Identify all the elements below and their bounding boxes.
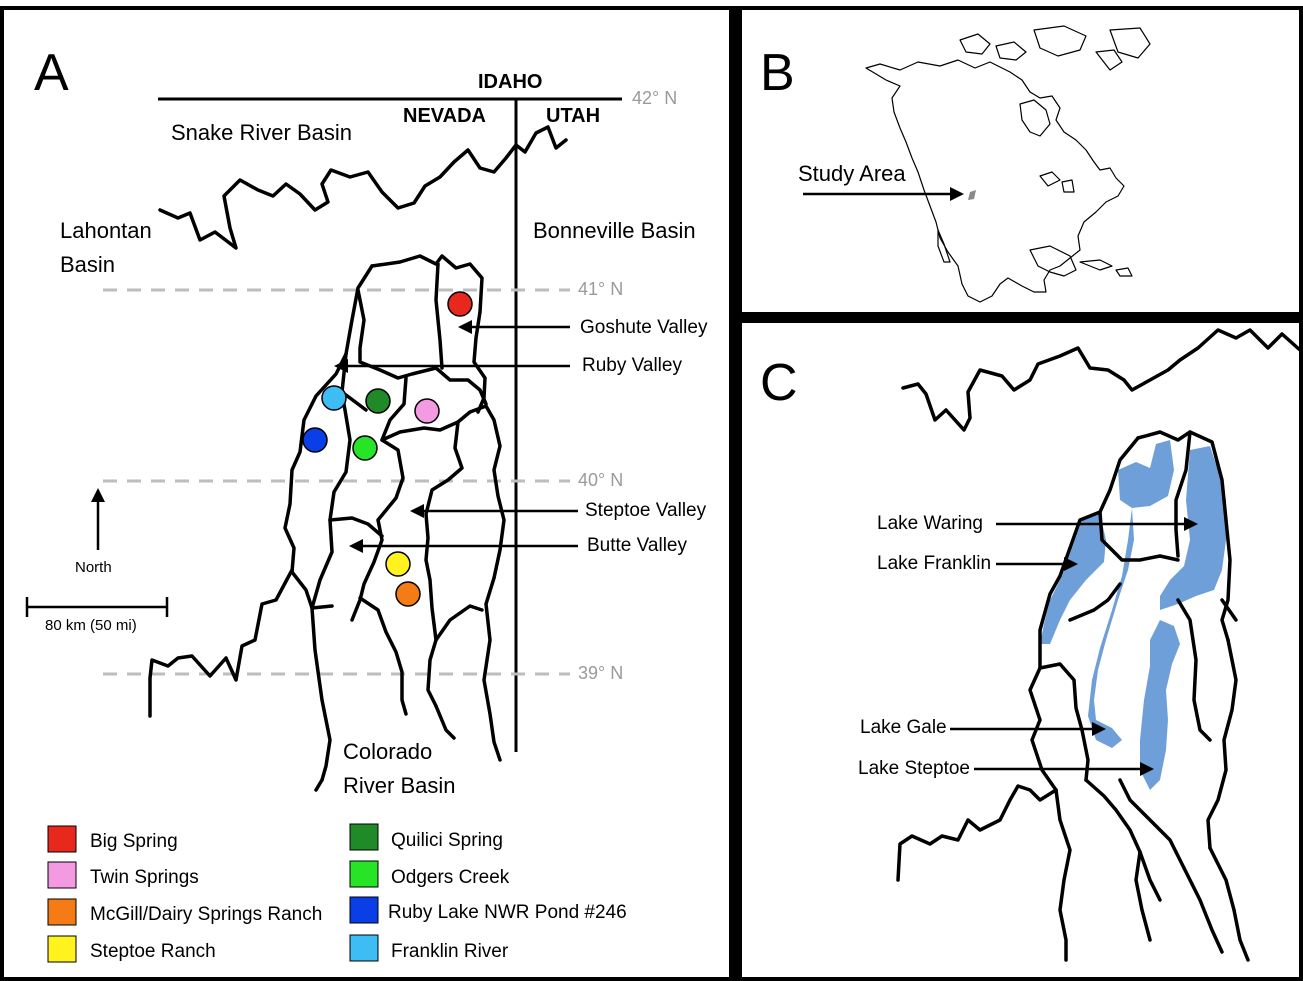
ruby-arrowhead xyxy=(334,359,348,373)
goshute-valley-label: Goshute Valley xyxy=(580,317,708,338)
panel-b: B Study Area xyxy=(760,25,1151,303)
butte-valley-label: Butte Valley xyxy=(587,535,687,556)
legend-label-twin-springs: Twin Springs xyxy=(90,867,199,888)
colorado-basin-label-line1: Colorado xyxy=(343,739,432,764)
lake-waring-east xyxy=(1160,446,1226,610)
lake-waring-label: Lake Waring xyxy=(877,513,983,534)
lat-42-label: 42° N xyxy=(632,88,677,108)
watershed-boundaries-a xyxy=(148,125,568,792)
lake-waring-north xyxy=(1118,440,1174,508)
site-mcgill-dairy-springs xyxy=(395,581,421,607)
legend-label-franklin: Franklin River xyxy=(391,941,509,962)
legend-label-steptoe-ranch: Steptoe Ranch xyxy=(90,941,216,962)
site-steptoe-ranch xyxy=(385,551,411,577)
legend-label-big-spring: Big Spring xyxy=(90,831,178,852)
panel-a-letter: A xyxy=(34,44,69,102)
site-quilici-spring xyxy=(365,388,391,414)
panel-b-letter: B xyxy=(760,44,795,102)
lahontan-basin-label-line2: Basin xyxy=(60,252,115,277)
lake-steptoe-label: Lake Steptoe xyxy=(858,758,970,779)
lat-39-label: 39° N xyxy=(578,663,623,683)
site-franklin-river xyxy=(321,385,347,411)
panel-frames xyxy=(0,6,1303,981)
pluvial-lakes xyxy=(1040,440,1226,790)
study-area-label: Study Area xyxy=(798,161,906,186)
steptoe-valley-label: Steptoe Valley xyxy=(585,500,707,521)
utah-label: UTAH xyxy=(546,105,600,127)
lat-41-label: 41° N xyxy=(578,279,623,299)
legend-swatch-franklin xyxy=(349,934,379,962)
lake-franklin-arrowhead xyxy=(1064,557,1078,571)
ruby-valley-label: Ruby Valley xyxy=(582,355,682,376)
north-arrow-icon xyxy=(91,488,105,550)
north-america-outline xyxy=(865,25,1151,303)
lake-gale-arrowhead xyxy=(1092,722,1106,736)
legend-swatch-steptoe-ranch xyxy=(47,935,77,963)
legend-swatch-ruby-lake xyxy=(349,896,379,924)
lake-franklin xyxy=(1040,514,1106,644)
legend-label-ruby-lake: Ruby Lake NWR Pond #246 xyxy=(388,902,627,923)
sampling-sites xyxy=(302,291,473,607)
lake-steptoe xyxy=(1140,620,1180,790)
site-odgers-creek xyxy=(352,435,378,461)
site-ruby-lake-pond xyxy=(302,427,328,453)
panel-c: C xyxy=(760,328,1302,962)
idaho-label: IDAHO xyxy=(478,71,542,93)
lahontan-basin-label-line1: Lahontan xyxy=(60,218,152,243)
valley-pointers xyxy=(334,320,578,553)
study-area-marker xyxy=(968,190,976,200)
lat-40-label: 40° N xyxy=(578,470,623,490)
site-big-spring xyxy=(447,291,473,317)
site-twin-springs xyxy=(414,398,440,424)
legend-swatch-twin-springs xyxy=(47,861,77,889)
colorado-basin-label-line2: River Basin xyxy=(343,773,455,798)
lake-franklin-label: Lake Franklin xyxy=(877,553,991,574)
butte-arrowhead xyxy=(349,539,363,553)
north-label: North xyxy=(75,559,112,576)
watershed-boundaries-c xyxy=(896,328,1302,962)
panel-a: A IDAHO NEVADA UTAH 42° N 41° N 40° N 39… xyxy=(25,44,708,963)
steptoe-arrowhead xyxy=(410,504,424,518)
nevada-label: NEVADA xyxy=(403,105,486,127)
lake-gale-label: Lake Gale xyxy=(860,717,947,738)
snake-river-basin-label: Snake River Basin xyxy=(171,120,352,145)
goshute-arrowhead xyxy=(458,320,472,334)
lake-waring-arrowhead xyxy=(1184,517,1198,531)
scale-bar xyxy=(25,597,169,617)
site-legend: Big Spring Twin Springs McGill/Dairy Spr… xyxy=(47,823,627,963)
legend-swatch-odgers xyxy=(349,860,379,888)
legend-label-mcgill: McGill/Dairy Springs Ranch xyxy=(90,904,322,925)
lake-pointers xyxy=(950,517,1198,776)
legend-label-quilici: Quilici Spring xyxy=(391,830,503,851)
bonneville-basin-label: Bonneville Basin xyxy=(533,218,696,243)
lake-steptoe-arrowhead xyxy=(1140,762,1154,776)
study-area-arrowhead xyxy=(950,187,964,201)
legend-swatch-quilici xyxy=(349,823,379,851)
scale-bar-label: 80 km (50 mi) xyxy=(45,617,137,634)
legend-label-odgers: Odgers Creek xyxy=(391,867,510,888)
legend-swatch-mcgill xyxy=(47,898,77,926)
panel-c-letter: C xyxy=(760,354,798,412)
legend-swatch-big-spring xyxy=(47,825,77,853)
